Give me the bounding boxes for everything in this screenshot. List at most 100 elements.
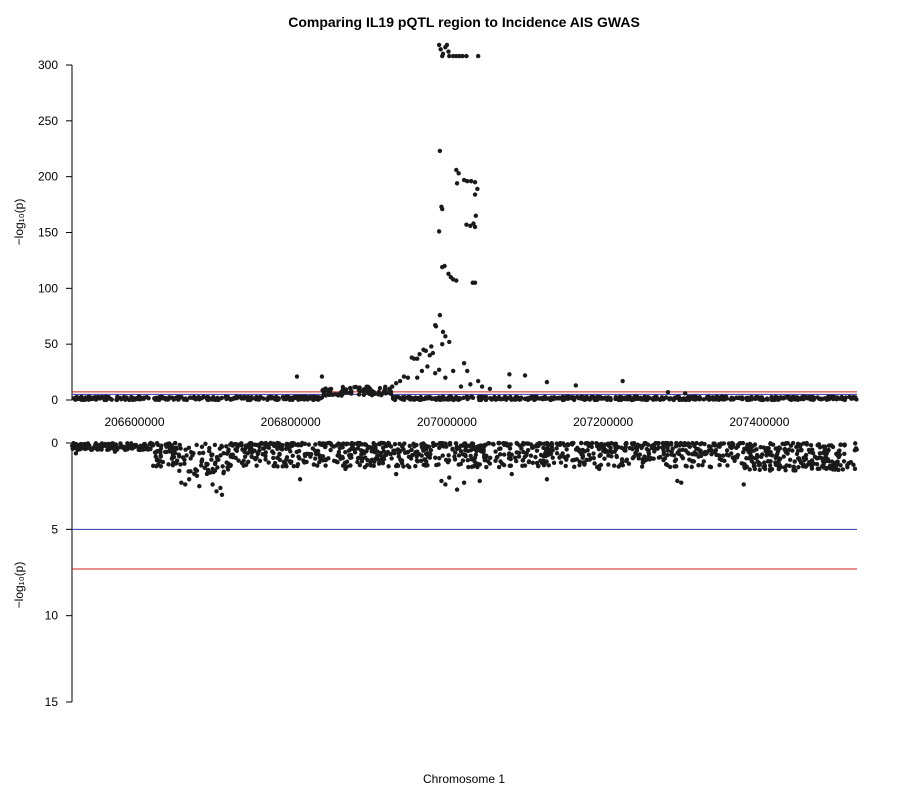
bottom-y-tick-label: 0	[51, 436, 58, 450]
top-data-point	[820, 396, 825, 402]
bottom-data-point	[288, 449, 293, 454]
bottom-data-point	[747, 441, 753, 447]
bottom-data-point	[838, 442, 844, 447]
bottom-data-point	[430, 440, 436, 446]
bottom-data-point	[220, 464, 225, 469]
bottom-data-point	[752, 466, 758, 472]
bottom-data-point	[402, 450, 408, 456]
bottom-data-point	[679, 480, 684, 485]
bottom-data-point	[259, 440, 264, 446]
bottom-data-point	[644, 446, 650, 452]
top-data-point	[477, 395, 482, 400]
bottom-data-point	[291, 463, 296, 469]
bottom-data-point	[310, 446, 315, 451]
bottom-data-point	[493, 449, 498, 454]
top-data-point	[454, 278, 459, 283]
bottom-data-point	[798, 442, 803, 447]
bottom-data-point	[798, 460, 804, 466]
bottom-data-point	[579, 440, 584, 446]
top-data-point	[807, 394, 812, 400]
top-data-point	[659, 395, 665, 400]
top-data-point	[522, 373, 528, 378]
bottom-data-point	[366, 444, 371, 450]
bottom-data-point	[703, 451, 709, 456]
bottom-data-point	[533, 454, 538, 460]
bottom-data-point	[664, 444, 669, 449]
bottom-data-point	[833, 460, 838, 465]
bottom-data-point	[672, 458, 678, 464]
bottom-data-point	[570, 458, 575, 463]
bottom-data-point	[241, 463, 246, 468]
bottom-data-point	[386, 464, 391, 469]
top-data-point	[507, 372, 512, 377]
bottom-data-point	[768, 459, 773, 464]
top-data-point	[682, 396, 688, 402]
bottom-data-point	[177, 468, 182, 473]
bottom-data-point	[313, 442, 318, 447]
bottom-data-point	[209, 452, 214, 458]
bottom-data-point	[572, 464, 577, 470]
bottom-data-point	[410, 452, 415, 458]
bottom-data-point	[348, 463, 353, 468]
bottom-data-point	[422, 443, 428, 448]
top-data-point	[446, 395, 452, 400]
bottom-data-point	[501, 462, 507, 468]
top-data-point	[530, 396, 536, 401]
top-data-point	[665, 389, 671, 395]
bottom-data-point	[560, 451, 565, 456]
bottom-data-point	[635, 453, 641, 458]
top-data-point	[578, 394, 584, 400]
bottom-data-point	[690, 459, 695, 464]
bottom-data-point	[853, 446, 859, 451]
bottom-data-point	[633, 445, 639, 450]
top-data-point	[156, 396, 162, 402]
bottom-data-point	[477, 444, 483, 450]
top-data-point	[268, 396, 273, 401]
top-data-point	[427, 395, 432, 401]
bottom-data-point	[574, 447, 579, 452]
bottom-data-point	[661, 447, 666, 452]
bottom-data-point	[563, 463, 568, 469]
top-data-point	[356, 392, 362, 397]
top-data-point	[472, 224, 478, 230]
bottom-data-point	[148, 446, 153, 452]
top-data-point	[465, 178, 470, 184]
bottom-data-point	[408, 456, 414, 461]
top-data-point	[409, 355, 414, 360]
top-data-point	[500, 396, 506, 401]
top-data-point	[511, 397, 516, 402]
bottom-data-point	[228, 463, 233, 469]
bottom-data-point	[194, 468, 200, 473]
x-tick-label: 206600000	[104, 415, 164, 429]
bottom-data-point	[740, 449, 746, 455]
top-data-point	[379, 391, 384, 397]
bottom-data-point	[674, 440, 679, 446]
bottom-data-point	[197, 483, 202, 489]
bottom-data-point	[505, 442, 510, 447]
bottom-data-point	[343, 449, 348, 455]
bottom-data-point	[453, 450, 458, 455]
bottom-data-point	[252, 442, 257, 447]
bottom-data-point	[302, 441, 308, 447]
bottom-data-point	[477, 462, 483, 467]
bottom-data-point	[252, 448, 257, 453]
bottom-data-point	[595, 443, 600, 448]
top-data-point	[745, 397, 750, 403]
top-data-point	[444, 42, 450, 48]
bottom-data-point	[498, 452, 503, 457]
bottom-data-point	[209, 457, 214, 462]
bottom-data-point	[712, 442, 717, 448]
bottom-data-point	[808, 443, 814, 448]
bottom-data-point	[577, 459, 582, 464]
bottom-data-point	[172, 440, 178, 446]
top-data-point	[440, 329, 446, 335]
bottom-data-point	[317, 440, 322, 446]
bottom-data-point	[614, 454, 620, 460]
bottom-data-point	[217, 446, 223, 451]
bottom-data-point	[263, 457, 268, 462]
top-y-tick-label: 200	[38, 170, 58, 184]
bottom-data-point	[340, 455, 345, 461]
bottom-data-point	[767, 463, 773, 468]
bottom-data-point	[194, 473, 200, 479]
bottom-data-point	[734, 445, 739, 450]
